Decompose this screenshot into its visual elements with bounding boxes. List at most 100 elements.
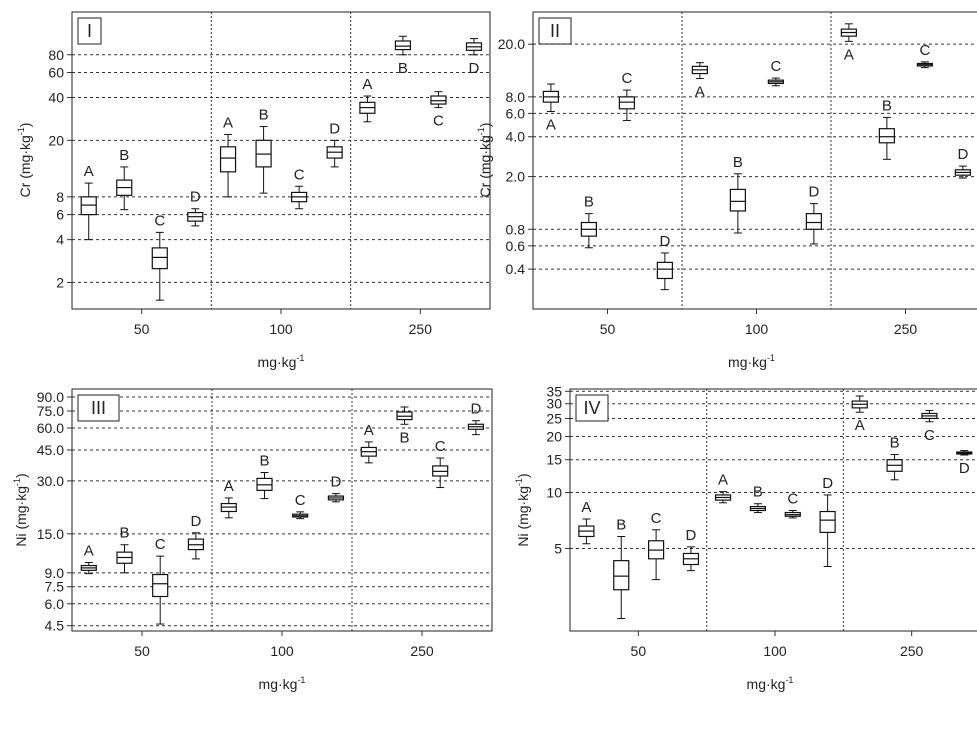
y-axis-label-main: Cr (mg·kg [17, 135, 33, 197]
y-tick-label: 8 [56, 189, 64, 205]
plot-frame [569, 388, 977, 632]
box-iqr [80, 196, 97, 216]
x-tick-label: 250 [900, 643, 924, 659]
y-tick-label: 2 [56, 274, 64, 290]
box-50-B: B [116, 525, 133, 574]
panel-label-box [575, 394, 609, 422]
y-axis-label: Ni (mg·kg-1) [514, 473, 531, 546]
plot-frame [532, 11, 977, 310]
letter-label: B [399, 429, 409, 446]
y-axis-label-sup: -1 [16, 127, 26, 135]
y-axis-label-sup: -1 [514, 478, 524, 486]
letter-label: C [154, 212, 165, 229]
y-tick-label: 60 [48, 65, 64, 81]
box-100-B: B [255, 107, 272, 194]
x-axis-label: mg·kg-1 [747, 675, 794, 692]
x-tick-label: 250 [410, 643, 434, 659]
y-tick-label: 90.0 [37, 389, 64, 405]
y-tick-label: 80 [48, 47, 64, 63]
letter-label: A [844, 46, 854, 63]
x-tick-label: 100 [270, 643, 294, 659]
y-tick-label: 75.0 [37, 403, 64, 419]
y-tick-label: 25 [546, 410, 562, 426]
panel-label: II [550, 21, 560, 41]
y-tick-label: 0.8 [506, 221, 526, 237]
letter-label: B [119, 147, 129, 164]
box-100-C: C [292, 492, 309, 520]
letter-label: B [890, 435, 900, 452]
y-tick-label: 0.4 [506, 261, 526, 277]
y-tick-label: 8.0 [506, 89, 526, 105]
letter-label: A [581, 499, 591, 516]
x-tick-label: 250 [894, 321, 918, 337]
letter-label: D [469, 60, 480, 77]
box-iqr [618, 96, 635, 110]
box-100-C: C [291, 166, 308, 210]
box-250-C: C [430, 91, 447, 130]
letter-label: C [924, 427, 935, 444]
letter-label: D [190, 189, 201, 206]
y-tick-label: 6.0 [45, 596, 65, 612]
box-250-C: C [432, 438, 449, 489]
y-tick-label: 30.0 [37, 473, 64, 489]
box-250-C: C [921, 409, 938, 444]
box-100-C: C [767, 58, 784, 87]
box-100-D: D [327, 474, 344, 503]
box-100-D: D [326, 120, 343, 168]
box-100-A: A [714, 472, 732, 504]
letter-label: D [329, 120, 340, 137]
x-axis-label-sup: -1 [296, 353, 304, 363]
letter-label: C [770, 58, 781, 75]
box-250-A: A [851, 395, 868, 434]
box-100-B: B [749, 484, 767, 514]
y-tick-label: 4.5 [45, 618, 65, 634]
letter-label: A [84, 163, 94, 180]
x-axis-label-sup: -1 [297, 675, 305, 685]
box-iqr [394, 40, 412, 51]
y-tick-label: 2.0 [506, 169, 526, 185]
panel-label: IV [583, 398, 600, 418]
box-250-B: B [394, 35, 412, 77]
box-50-D: D [187, 513, 204, 560]
box-250-D: D [954, 146, 971, 179]
letter-label: C [295, 492, 306, 509]
letter-label: C [787, 491, 798, 508]
box-250-B: B [878, 97, 895, 160]
panel-label-box [77, 394, 120, 422]
box-250-D: D [467, 401, 484, 436]
box-50-C: C [151, 212, 168, 301]
y-axis-label: Cr (mg·kg-1) [16, 123, 33, 198]
box-100-A: A [219, 114, 237, 198]
y-tick-label: 7.5 [45, 579, 65, 595]
letter-label: D [822, 475, 833, 492]
y-axis-label-tail: ) [13, 473, 29, 478]
box-250-A: A [840, 23, 857, 63]
panel-label: I [87, 21, 92, 41]
x-axis-label: mg·kg-1 [728, 353, 775, 370]
letter-label: C [294, 166, 305, 183]
y-tick-label: 10 [546, 484, 562, 500]
panel-label-box [538, 17, 572, 45]
box-iqr [819, 510, 836, 534]
y-axis-label-tail: ) [477, 123, 493, 128]
x-axis-label: mg·kg-1 [259, 675, 306, 692]
x-tick-label: 50 [631, 643, 647, 659]
y-tick-label: 4 [56, 232, 64, 248]
x-tick-label: 50 [134, 643, 150, 659]
y-tick-label: 60.0 [37, 420, 64, 436]
letter-label: C [155, 536, 166, 553]
box-50-A: A [80, 543, 97, 575]
letter-label: B [753, 484, 763, 501]
letter-label: A [224, 478, 234, 495]
box-iqr [430, 95, 447, 105]
letter-label: A [84, 543, 94, 560]
y-tick-label: 45.0 [37, 442, 64, 458]
box-50-C: C [152, 536, 169, 625]
letter-label: B [259, 107, 269, 124]
letter-label: C [651, 510, 662, 527]
letter-label: C [919, 42, 930, 59]
letter-label: B [584, 194, 594, 211]
x-tick-label: 100 [763, 643, 787, 659]
